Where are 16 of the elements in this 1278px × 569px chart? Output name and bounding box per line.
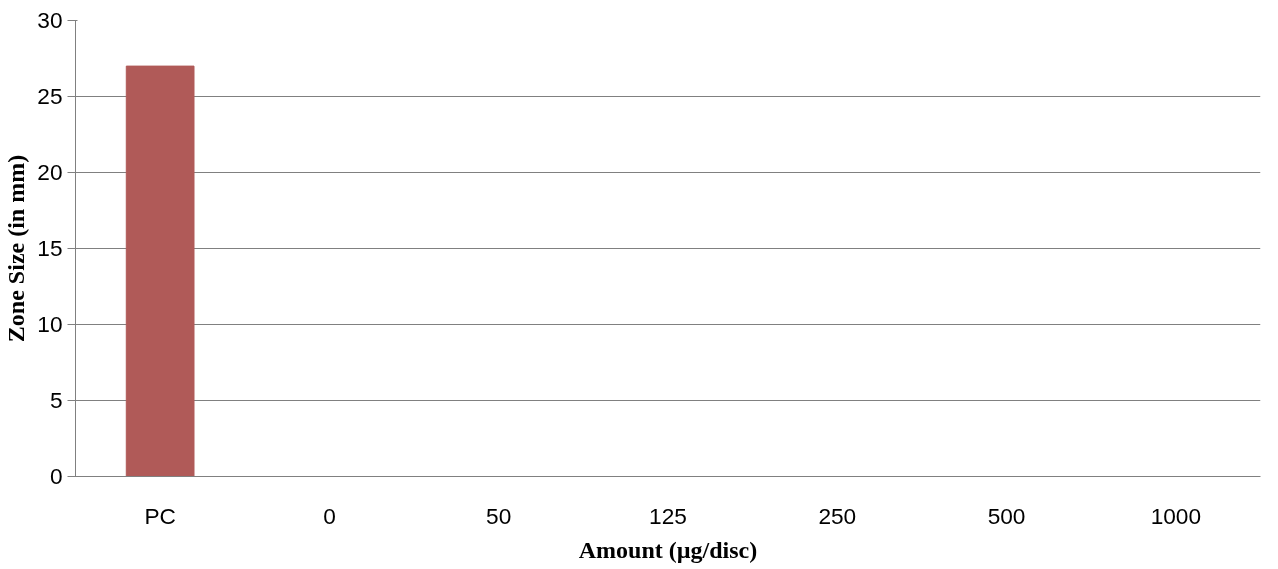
y-tick-label: 0	[49, 463, 63, 489]
x-tick-label: PC	[144, 502, 176, 529]
x-tick-label: 50	[486, 502, 512, 529]
y-axis-title: Zone Size (in mm)	[3, 154, 30, 343]
x-tick-label: 125	[649, 502, 687, 529]
x-tick-label: 1000	[1150, 502, 1202, 529]
y-tick-label: 25	[37, 83, 63, 109]
y-tick-label: 30	[37, 7, 63, 33]
y-tick-label: 15	[37, 235, 63, 261]
x-axis-title: Amount (µg/disc)	[578, 536, 758, 563]
x-tick-label: 0	[323, 502, 336, 529]
x-tick-label: 250	[818, 502, 857, 529]
y-tick-label: 5	[49, 387, 63, 413]
y-tick-label: 10	[37, 311, 63, 337]
x-tick-label: 500	[987, 502, 1026, 529]
y-tick-label: 20	[37, 159, 63, 185]
